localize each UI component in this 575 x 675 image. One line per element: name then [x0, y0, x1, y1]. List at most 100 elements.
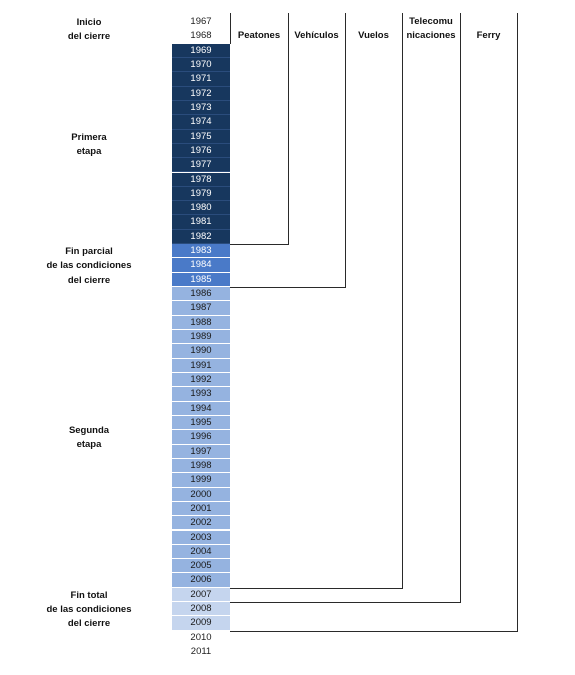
column-line-vehiculos-vertical — [345, 13, 346, 289]
year-label: 1979 — [190, 187, 212, 199]
year-label: 2008 — [190, 603, 212, 615]
row-separator — [172, 629, 230, 631]
stage-label-line: de las condiciones — [46, 260, 132, 272]
stage-label-line: Fin parcial — [65, 246, 113, 258]
row-separator — [172, 486, 230, 488]
year-cell: 2002 — [172, 516, 230, 531]
column-header-peatones: Peatones — [230, 14, 288, 58]
stage-label-line: Primera — [71, 131, 107, 143]
row-separator — [172, 558, 230, 560]
year-cell: 2010 — [172, 631, 230, 645]
year-label: 1988 — [190, 316, 212, 328]
year-label: 2006 — [190, 574, 212, 586]
year-label: 1992 — [190, 374, 212, 385]
year-label: 1980 — [190, 202, 212, 214]
year-label: 1970 — [190, 58, 212, 70]
row-separator — [172, 200, 230, 202]
year-label: 1997 — [190, 445, 212, 457]
stage-label-line: del cierre — [67, 618, 111, 630]
year-cell: 1999 — [172, 473, 230, 488]
row-separator — [172, 457, 230, 459]
year-label: 1969 — [190, 44, 212, 56]
row-separator — [172, 185, 230, 187]
year-cell: 1987 — [172, 301, 230, 316]
stage-label-line: del cierre — [67, 31, 111, 43]
year-label: 1996 — [190, 431, 212, 443]
column-line-ferry-horizontal — [230, 630, 518, 632]
year-label: 1976 — [190, 144, 212, 156]
row-separator — [172, 85, 230, 87]
year-cell: 2009 — [172, 616, 230, 631]
column-line-vuelos-vertical — [402, 13, 403, 589]
row-separator — [172, 99, 230, 101]
row-separator — [172, 300, 230, 302]
row-separator — [172, 128, 230, 130]
row-separator — [172, 142, 230, 144]
row-separator — [172, 586, 230, 588]
year-label: 2010 — [190, 631, 212, 643]
row-separator — [172, 543, 230, 545]
year-label: 1987 — [190, 302, 212, 314]
year-cell: 1980 — [172, 201, 230, 216]
column-line-ferry-vertical — [517, 13, 518, 632]
year-cell: 1979 — [172, 186, 230, 202]
year-label: 1986 — [190, 288, 212, 300]
row-separator — [172, 443, 230, 445]
year-cell: 1975 — [172, 129, 230, 144]
year-cell: 1969 — [172, 43, 230, 58]
year-label: 1973 — [190, 101, 212, 113]
row-separator — [172, 71, 230, 73]
row-separator — [172, 400, 230, 402]
column-header-line: nicaciones — [406, 30, 456, 42]
stage-label-fin-total: Fin total de las condiciones del cierre — [14, 589, 164, 632]
stage-label-line: Segunda — [68, 425, 110, 437]
year-cell: 1985 — [172, 272, 230, 288]
stage-label-line: Fin total — [70, 589, 108, 601]
stage-label-fin-parcial: Fin parcial de las condiciones del cierre — [14, 245, 164, 288]
year-cell: 1977 — [172, 158, 230, 173]
stage-label-inicio: Inicio del cierre — [14, 16, 164, 45]
year-label: 1977 — [190, 159, 212, 171]
row-separator — [172, 500, 230, 502]
year-label: 1968 — [190, 30, 212, 42]
year-cell: 1976 — [172, 143, 230, 159]
column-header-line: Peatones — [237, 30, 281, 41]
year-cell: 1981 — [172, 215, 230, 230]
row-separator — [172, 429, 230, 431]
year-label: 1990 — [190, 345, 212, 357]
column-line-vuelos-horizontal — [230, 587, 403, 589]
year-cell: 1998 — [172, 458, 230, 474]
row-separator — [172, 371, 230, 373]
column-line-telecomunicaciones-vertical — [460, 13, 461, 604]
row-separator — [172, 257, 230, 259]
year-cell: 1984 — [172, 258, 230, 273]
year-label: 1972 — [190, 87, 212, 99]
column-header-vuelos: Vuelos — [345, 14, 402, 58]
year-label: 1971 — [190, 73, 212, 85]
row-separator — [172, 214, 230, 216]
year-label: 1998 — [190, 459, 212, 471]
year-cell: 1986 — [172, 287, 230, 302]
year-label: 2007 — [190, 588, 212, 600]
stage-label-line: Inicio — [76, 17, 102, 28]
year-label: 2009 — [190, 617, 212, 629]
row-separator — [172, 271, 230, 273]
row-separator — [172, 472, 230, 474]
year-label: 1984 — [190, 259, 212, 271]
year-label: 1993 — [190, 388, 212, 400]
stage-label-line: etapa — [76, 439, 102, 451]
year-cell: 1967 — [172, 15, 230, 29]
stage-label-primera: Primera etapa — [14, 131, 164, 160]
year-label: 1985 — [190, 273, 212, 285]
year-cell: 2004 — [172, 544, 230, 560]
year-cell: 1990 — [172, 344, 230, 359]
year-label: 1989 — [190, 331, 212, 343]
row-separator — [172, 228, 230, 230]
year-label: 2003 — [190, 531, 212, 543]
year-cell: 1989 — [172, 330, 230, 345]
row-separator — [172, 515, 230, 517]
year-cell: 1971 — [172, 72, 230, 87]
year-cell: 1993 — [172, 387, 230, 402]
year-cell: 1996 — [172, 430, 230, 445]
